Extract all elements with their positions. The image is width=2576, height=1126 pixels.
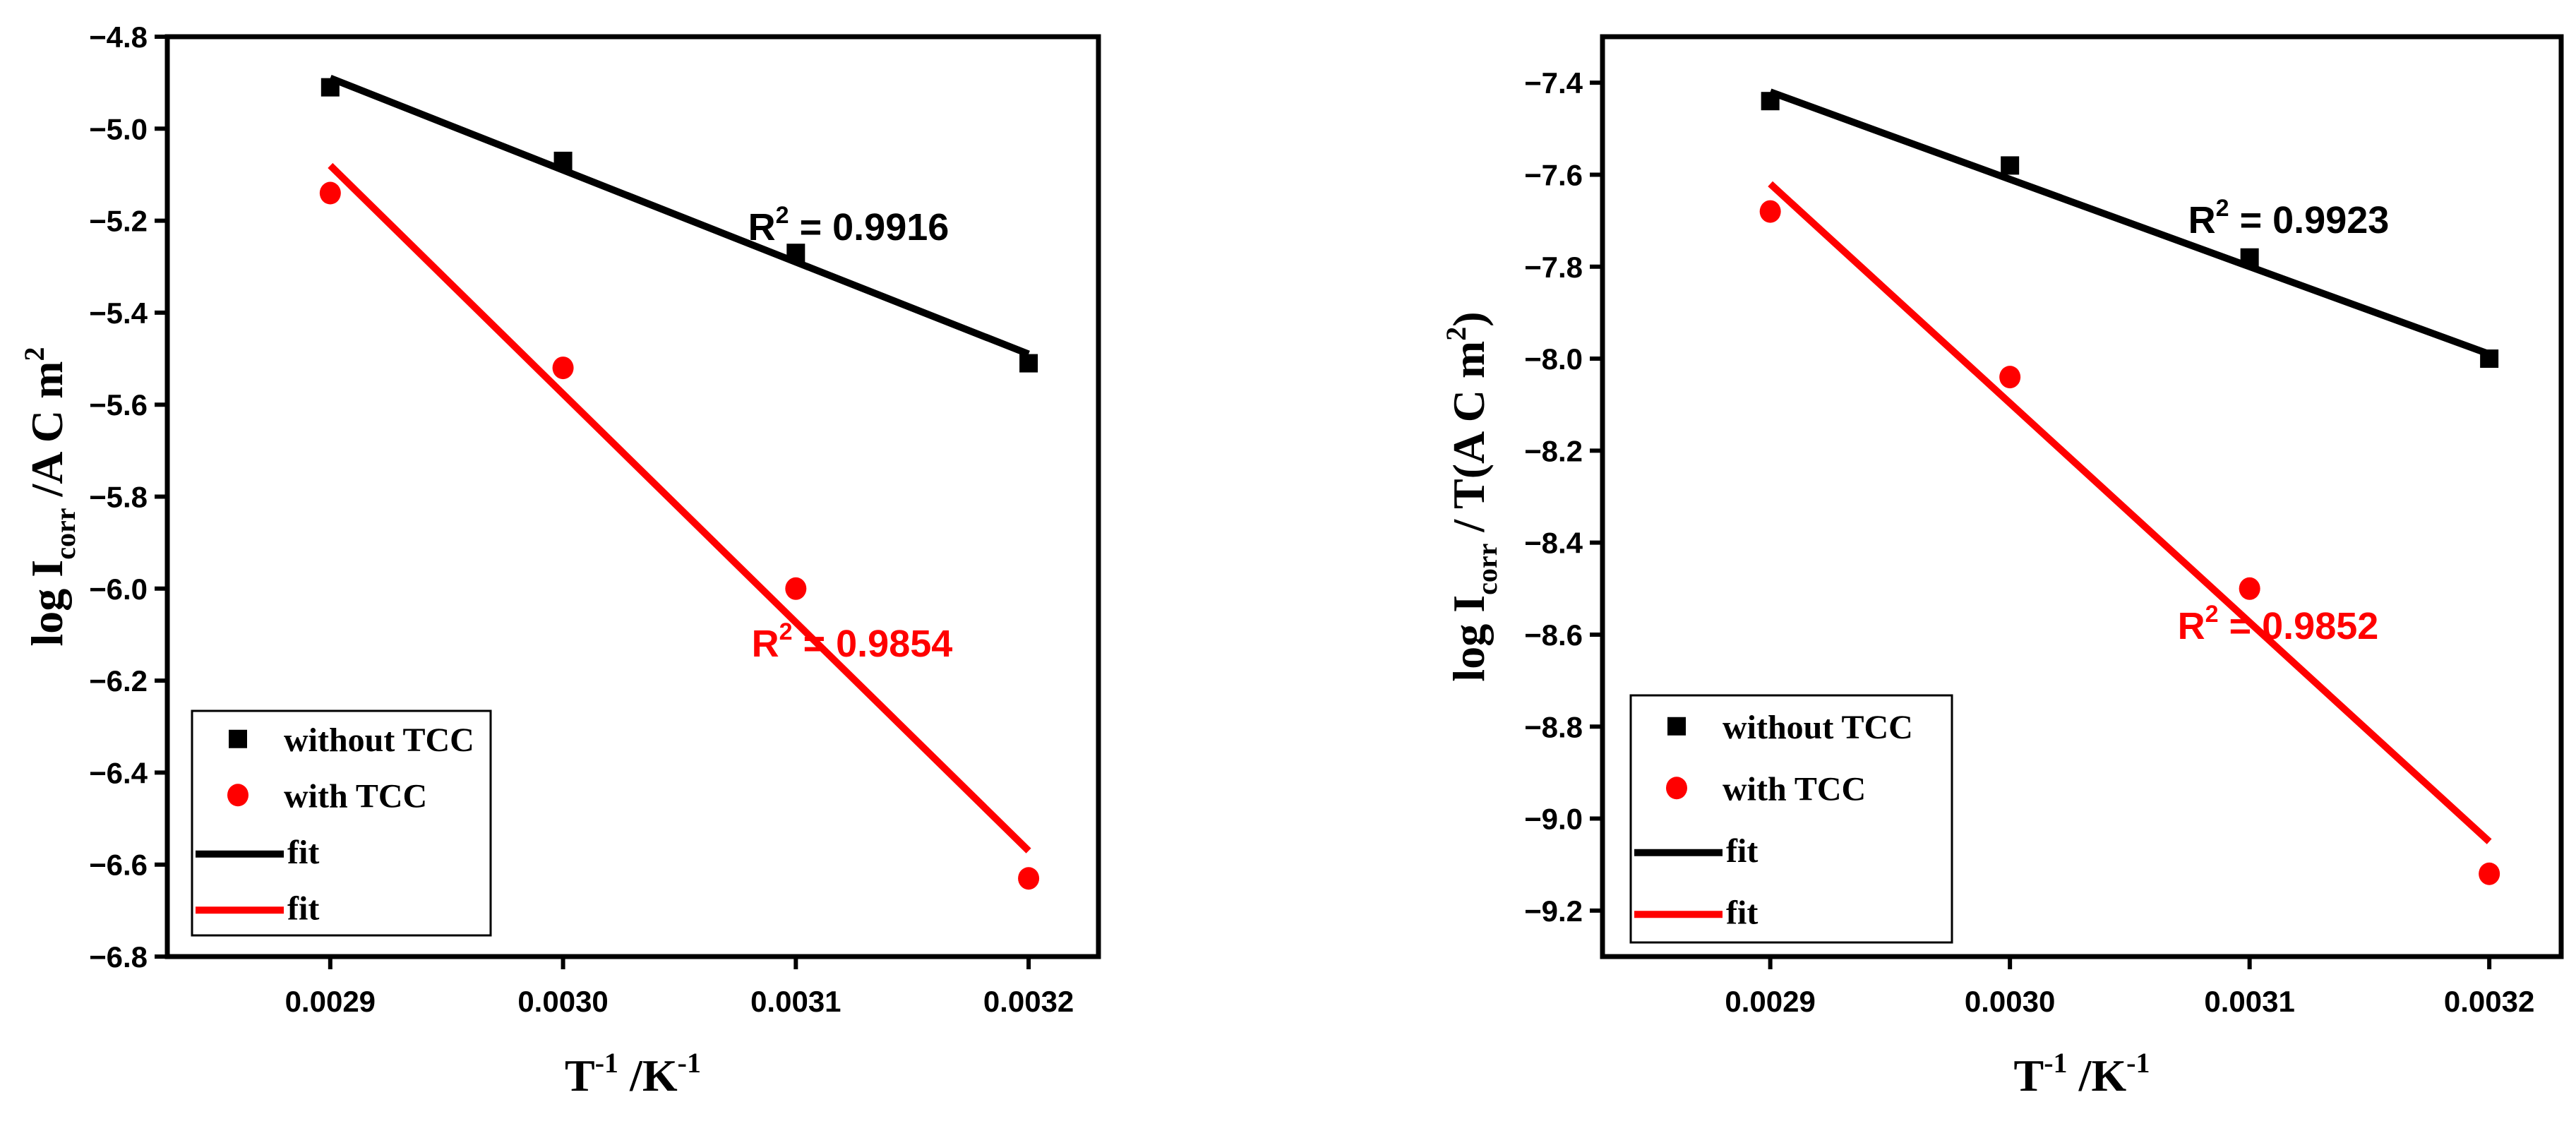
y-tick-label: −5.2 — [89, 205, 148, 238]
y-tick-label: −5.6 — [89, 388, 148, 421]
x-tick-label: 0.0030 — [517, 985, 608, 1018]
legend-label: with TCC — [284, 777, 427, 815]
x-tick-label: 0.0032 — [983, 985, 1074, 1018]
legend: without TCC with TCC fit fit — [1629, 694, 1953, 944]
y-tick-label: −9.2 — [1524, 894, 1583, 928]
panel-2: −7.4 −7.6 −7.8 −8.0 −8.2 −8.4 −8.6 −8.8 −9.0 −9.2… — [1440, 34, 2564, 1101]
x-tick-label: 0.0029 — [1725, 985, 1815, 1018]
y-tick-label: −5.4 — [89, 297, 148, 330]
data-point-with-tcc — [552, 357, 574, 380]
x-tick-label: 0.0030 — [1965, 985, 2055, 1018]
legend-circle-marker — [227, 784, 248, 807]
y-tick-label: −8.0 — [1524, 342, 1583, 376]
data-point-with-tcc — [319, 181, 341, 205]
x-tick-label: 0.0031 — [750, 985, 841, 1018]
legend-label: fit — [287, 890, 319, 927]
y-tick-label: −8.8 — [1524, 710, 1583, 743]
legend-box — [191, 709, 492, 937]
data-point-without-tcc — [553, 151, 573, 170]
fit-line-with-tcc — [328, 162, 1031, 854]
y-tick-label: −5.0 — [89, 112, 148, 145]
r2-label-with-tcc: R2 = 0.9852 — [2178, 601, 2379, 647]
r2-label-with-tcc: R2 = 0.9854 — [752, 618, 953, 665]
legend-label: fit — [1726, 894, 1758, 931]
y-tick-label: −9.0 — [1524, 803, 1583, 836]
x-tick-label: 0.0031 — [2204, 985, 2294, 1018]
y-tick-label: −6.6 — [89, 849, 148, 882]
legend-square-marker — [1667, 717, 1686, 736]
y-tick-label: −8.2 — [1524, 434, 1583, 467]
legend-label: fit — [287, 834, 319, 871]
data-point-with-tcc — [2479, 862, 2500, 885]
data-point-with-tcc — [785, 577, 807, 600]
y-tick-label: −8.4 — [1524, 527, 1583, 560]
y-tick-label: −8.6 — [1524, 618, 1583, 652]
y-tick-label: −6.4 — [89, 756, 148, 789]
data-point-without-tcc — [2001, 156, 2020, 175]
data-point-without-tcc — [1019, 354, 1038, 373]
data-point-without-tcc — [786, 244, 805, 263]
y-tick-label: −6.8 — [89, 940, 148, 974]
y-tick-label: −4.8 — [89, 20, 148, 54]
legend-label: with TCC — [1723, 770, 1866, 808]
data-point-with-tcc — [1018, 867, 1040, 890]
y-axis-title: log Icorr /A C m2 — [18, 347, 81, 647]
x-tick-label: 0.0032 — [2444, 985, 2534, 1018]
panel-1: −4.8 −5.0 −5.2 −5.4 −5.6 −5.8 −6.0 −6.2 −6.4 −6.6… — [18, 20, 1101, 1101]
data-point-with-tcc — [1999, 366, 2021, 389]
x-tick-label: 0.0029 — [285, 985, 376, 1018]
legend-square-marker — [229, 729, 247, 748]
legend-circle-marker — [1666, 777, 1687, 800]
x-axis-title: T-1 /K-1 — [565, 1047, 701, 1101]
legend-label: fit — [1726, 832, 1758, 870]
legend-label: without TCC — [284, 721, 474, 759]
fit-line-without-tcc — [328, 74, 1030, 358]
fit-line-with-tcc — [1768, 181, 2492, 844]
fit-line-without-tcc — [1768, 88, 2491, 358]
y-tick-label: −6.2 — [89, 664, 148, 697]
x-axis-title: T-1 /K-1 — [2014, 1047, 2150, 1101]
y-tick-label: −7.6 — [1524, 158, 1583, 191]
data-point-without-tcc — [2480, 349, 2499, 369]
y-tick-label: −7.4 — [1524, 66, 1583, 100]
data-point-without-tcc — [1761, 92, 1780, 111]
legend-box — [1629, 694, 1953, 944]
data-point-without-tcc — [2240, 248, 2259, 267]
y-tick-label: −7.8 — [1524, 251, 1583, 284]
y-tick-label: −6.0 — [89, 573, 148, 606]
plot-frame — [1600, 34, 2564, 959]
legend: without TCC with TCC fit fit — [191, 709, 492, 937]
r2-label-without-tcc: R2 = 0.9916 — [748, 202, 949, 248]
y-tick-label: −5.8 — [89, 481, 148, 514]
r2-label-without-tcc: R2 = 0.9923 — [2188, 195, 2390, 241]
y-axis-title: log Icorr / T(A C m2) — [1440, 311, 1503, 681]
data-point-with-tcc — [2239, 577, 2260, 600]
legend-label: without TCC — [1723, 709, 1913, 746]
data-point-without-tcc — [320, 78, 340, 97]
data-point-with-tcc — [1759, 200, 1781, 223]
